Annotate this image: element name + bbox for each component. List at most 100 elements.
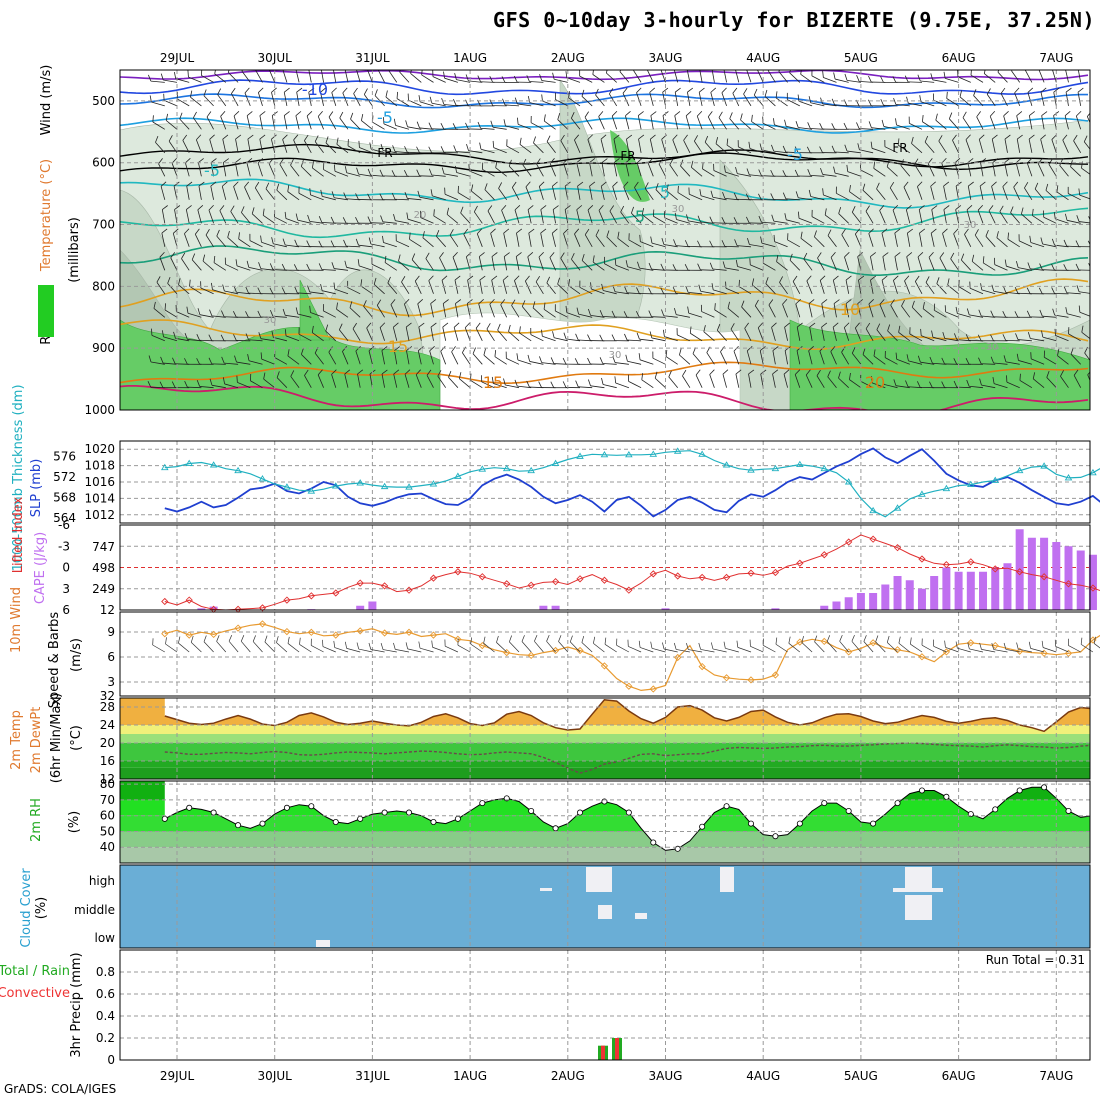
rh-marker [528,807,535,814]
surface-wind-barb [944,640,959,653]
wind-barb-feather [527,252,534,258]
wind-barb [355,216,373,224]
surface-wind-barb-feather [875,635,879,642]
wind-barb [574,358,593,365]
wind-barb [1004,158,1011,177]
surface-wind-barb-staff [334,647,349,653]
surface-wind-barb-staff [737,647,752,653]
wind-barb-feather [600,134,607,140]
wind-barb-feather [418,95,421,102]
precip-convective-bar [601,1045,605,1060]
rh-band [120,831,1090,848]
wind-barb-staff [730,328,740,342]
rh-marker [821,800,828,807]
wind-barb-feather [973,89,977,96]
wind-barb [668,370,679,388]
wind-barb [287,349,300,365]
wind-barb-feather [160,73,164,81]
wind-barb-staff [1057,355,1069,365]
wind-barb-staff [419,196,434,201]
wind-barb [347,139,361,154]
wind-barb [511,181,520,200]
wind-barb-feather [525,275,530,282]
wind-barb-feather [196,380,201,387]
wind-barb [1003,355,1020,365]
wind-barb [410,70,422,83]
upper-y-tick: 500 [92,94,115,108]
surface-wind-barb-feather [521,635,525,642]
wind-barb [1081,325,1090,342]
wind-barb-staff [393,350,398,365]
wind-barb [255,70,263,83]
wind-barb [417,299,424,318]
wind-barb-feather [684,240,689,247]
wind-barb-feather [641,208,645,215]
wind-barb-feather [1021,207,1024,215]
wind-barb [598,111,605,130]
wind-barb-staff [516,232,520,247]
wind-barb [581,254,593,271]
wind-barb-staff [355,70,361,83]
wind-barb-feather [579,280,581,288]
wind-barb-feather [1006,375,1008,383]
surface-wind-barb [967,642,984,653]
wind-barb-feather [259,134,266,140]
wind-barb-staff [1030,268,1045,271]
wind-barb-feather [672,286,677,294]
wind-barb-staff [854,327,862,341]
rh-frame [119,780,1091,864]
wind-barb-feather [714,303,716,310]
wind-barb-feather [662,87,669,93]
surface-wind-barb-staff [1055,646,1069,653]
wind-barb-feather [405,322,412,328]
wind-barb-feather [999,205,1004,212]
surface-wind-barb-feather [546,635,550,642]
wind-barb-feather [592,255,595,263]
wind-barb [759,346,766,365]
wind-barb-staff [415,374,422,388]
wind-barb-staff [203,95,214,107]
wind-barb-feather [184,358,188,365]
wind-barb-feather [574,134,580,141]
wind-barb [942,228,948,247]
wind-barb [1046,371,1057,388]
wind-barb-feather [868,298,874,305]
wind-barb-staff [529,386,544,389]
wind-barb-staff [254,187,263,201]
wind-barb-feather [521,300,526,307]
wind-barb-staff [688,312,703,318]
rh-marker [308,803,315,810]
surface-wind-barb-feather [662,642,665,650]
wind-barb-staff [932,362,947,365]
wind-barb-feather [909,327,911,335]
surface-wind-barb [216,635,227,653]
wind-barb [649,87,656,107]
wind-barb-feather [577,181,584,187]
wind-barb-feather [882,252,889,257]
wind-barb [1040,237,1057,248]
wind-barb [969,281,984,295]
wind-barb-feather [455,299,462,304]
wind-barb-staff [546,282,556,295]
wind-barb-staff [421,74,434,83]
wind-barb-feather [503,228,510,234]
wind-barb [773,118,788,130]
wind-barb [368,237,385,248]
wind-barb-feather [655,183,659,190]
wind-barb-staff [563,162,569,177]
wind-barb-feather [628,233,630,240]
wind-barb-staff [740,119,752,130]
wind-barb-feather [611,110,618,117]
wind-barb-feather [881,228,888,234]
wind-barb-feather [819,122,823,130]
wind-barb-feather [481,375,483,382]
wind-barb-feather [943,181,950,187]
wind-barb [770,193,788,201]
wind-barb-staff [161,209,166,224]
wind-barb-staff [410,73,422,83]
wind-barb [751,114,764,130]
wind-barb-feather [405,120,408,127]
wind-barb [625,354,642,365]
wind-barb [1093,324,1100,340]
wind-barb-feather [916,381,921,388]
